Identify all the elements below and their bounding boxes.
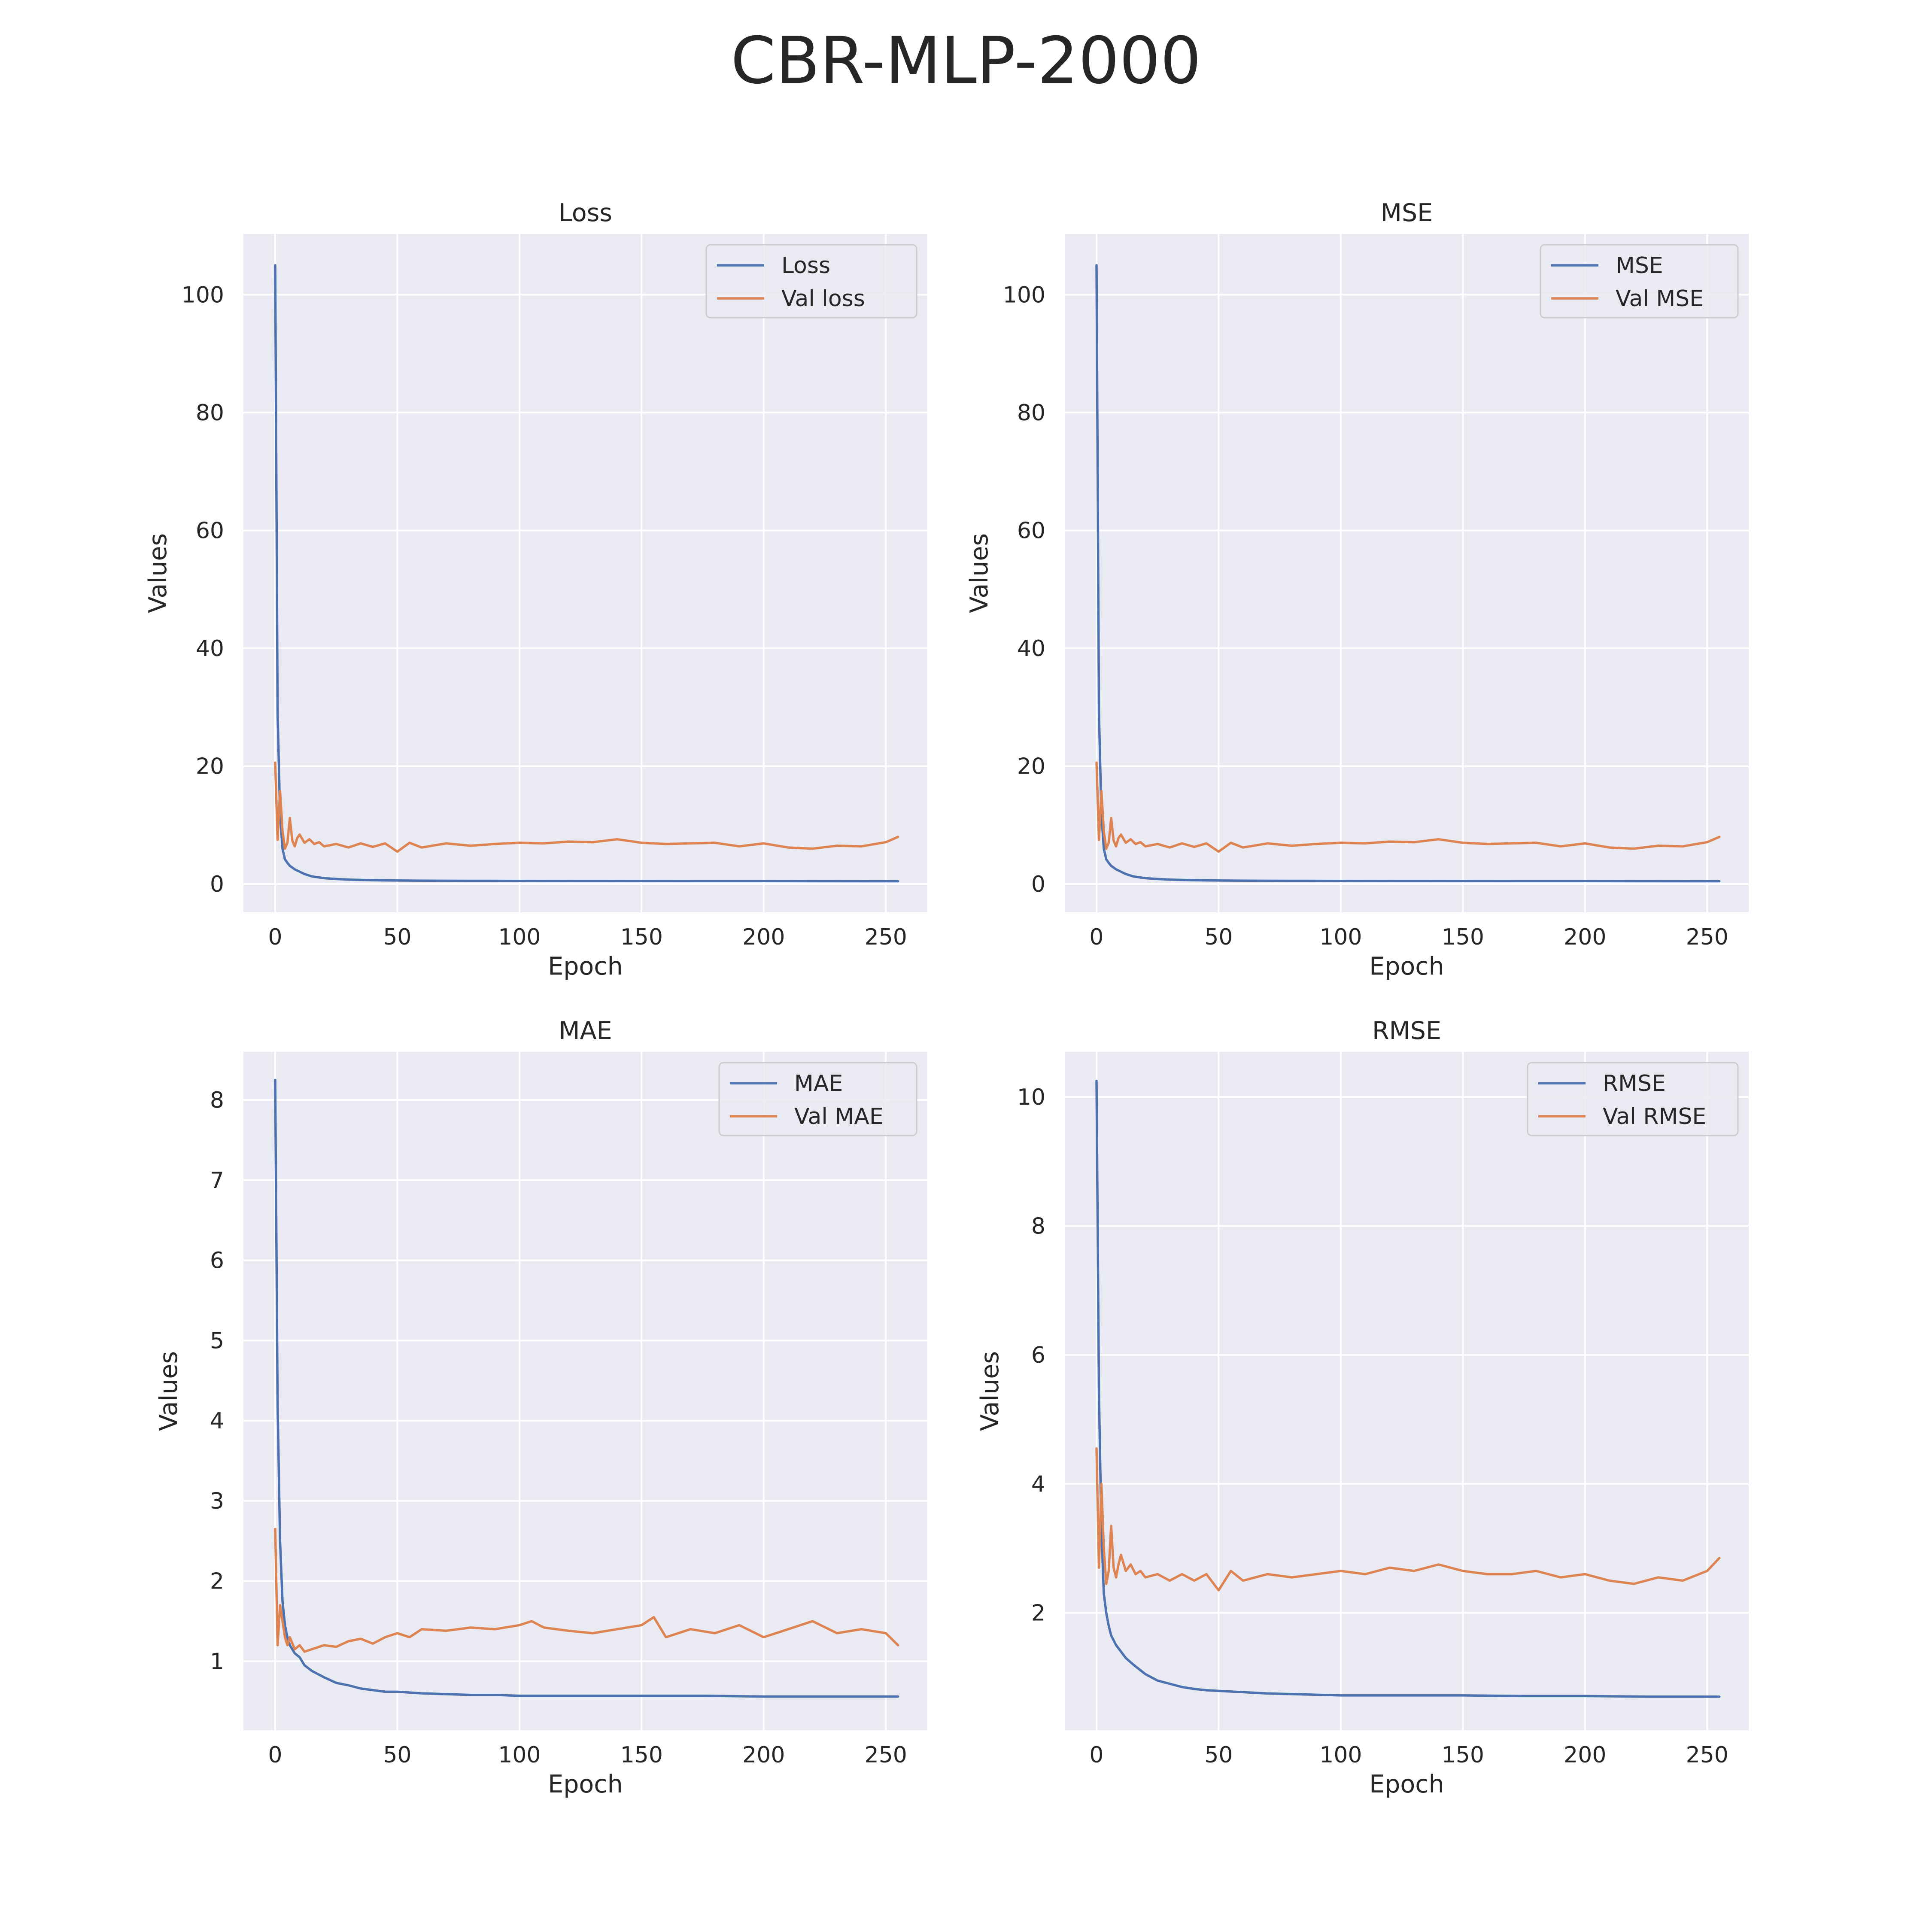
x-tick-label: 150	[620, 1742, 663, 1768]
series-line-val-rmse	[1095, 1447, 1721, 1592]
legend-label: MSE	[1616, 253, 1663, 279]
x-tick-label: 100	[498, 924, 541, 950]
y-axis-label: Values	[144, 533, 172, 613]
legend-label: Val RMSE	[1603, 1104, 1706, 1130]
series-line-mse	[1095, 264, 1721, 883]
x-tick-label: 100	[1319, 924, 1362, 950]
chart-title: MSE	[1381, 199, 1433, 227]
legend: MAE Val MAE	[718, 1062, 917, 1136]
legend: Loss Val loss	[705, 244, 917, 319]
y-tick-label: 0	[1031, 872, 1045, 897]
y-tick-label: 6	[1031, 1343, 1045, 1368]
plot-area	[1065, 1052, 1749, 1730]
legend-label: Val MAE	[794, 1104, 884, 1130]
legend-label: MAE	[794, 1071, 843, 1097]
y-tick-label: 80	[196, 400, 224, 426]
chart-panel-loss: 0 50 100 150 200 250 0 20 40 60 80 100 Loss Epoch Valu…	[144, 199, 927, 981]
x-tick-label: 200	[742, 924, 785, 950]
y-tick-label: 8	[210, 1088, 224, 1113]
x-tick-label: 0	[268, 924, 282, 950]
legend-label: RMSE	[1603, 1071, 1666, 1097]
series-layer	[274, 1078, 899, 1698]
plot-area	[1065, 234, 1749, 912]
x-tick-label: 50	[1204, 924, 1233, 950]
series-line-val-mae	[274, 1528, 899, 1653]
y-tick-label: 4	[1031, 1471, 1045, 1497]
x-tick-label: 200	[742, 1742, 785, 1768]
y-tick-label: 0	[210, 872, 224, 897]
y-tick-label: 8	[1031, 1214, 1045, 1239]
figure-title: CBR-MLP-2000	[731, 24, 1201, 98]
x-tick-label: 250	[1686, 1742, 1728, 1768]
y-tick-label: 100	[182, 282, 224, 308]
plot-area	[243, 1052, 927, 1730]
x-tick-label: 250	[865, 1742, 907, 1768]
chart-panel-rmse: 0 50 100 150 200 250 2 4 6 8 10 RMSE Epoch Values RMSE…	[976, 1017, 1749, 1798]
x-tick-label: 50	[1204, 1742, 1233, 1768]
x-tick-label: 0	[1089, 924, 1103, 950]
y-tick-label: 60	[1017, 518, 1045, 544]
x-axis-label: Epoch	[1369, 1770, 1444, 1798]
x-axis-label: Epoch	[548, 952, 623, 981]
y-axis-label: Values	[965, 533, 993, 613]
y-tick-label: 20	[196, 754, 224, 780]
x-tick-label: 100	[1319, 1742, 1362, 1768]
legend-label: Val MSE	[1616, 286, 1704, 312]
y-tick-label: 40	[1017, 636, 1045, 662]
x-tick-label: 50	[383, 924, 411, 950]
y-tick-label: 4	[210, 1408, 224, 1434]
y-tick-label: 20	[1017, 754, 1045, 780]
y-axis-label: Values	[155, 1351, 183, 1431]
y-tick-label: 6	[210, 1248, 224, 1274]
series-line-mae	[274, 1078, 899, 1698]
legend: RMSE Val RMSE	[1527, 1062, 1739, 1136]
series-line-rmse	[1095, 1079, 1721, 1698]
legend: MSE Val MSE	[1540, 244, 1739, 319]
x-tick-label: 150	[620, 924, 663, 950]
y-tick-label: 100	[1003, 282, 1045, 308]
x-tick-label: 50	[383, 1742, 411, 1768]
y-tick-label: 10	[1017, 1084, 1045, 1110]
y-tick-label: 2	[210, 1569, 224, 1595]
x-axis-label: Epoch	[1369, 952, 1444, 981]
series-line-loss	[274, 264, 899, 883]
chart-title: Loss	[559, 199, 612, 227]
legend-label: Val loss	[781, 286, 865, 312]
x-tick-label: 200	[1564, 924, 1606, 950]
x-axis-label: Epoch	[548, 1770, 623, 1798]
y-tick-label: 80	[1017, 400, 1045, 426]
x-tick-label: 150	[1442, 924, 1484, 950]
series-layer	[274, 264, 899, 883]
y-tick-label: 1	[210, 1649, 224, 1674]
y-tick-label: 5	[210, 1328, 224, 1354]
series-line-val-mse	[1095, 761, 1721, 853]
chart-title: RMSE	[1372, 1017, 1441, 1045]
y-tick-label: 7	[210, 1168, 224, 1194]
y-tick-label: 2	[1031, 1601, 1045, 1626]
chart-panel-mse: 0 50 100 150 200 250 0 20 40 60 80 100 MSE Epoch Value…	[965, 199, 1749, 981]
chart-title: MAE	[559, 1017, 612, 1045]
y-tick-label: 60	[196, 518, 224, 544]
plot-area	[243, 234, 927, 912]
series-layer	[1095, 1079, 1721, 1698]
legend-label: Loss	[781, 253, 830, 279]
series-line-val-loss	[274, 761, 899, 853]
x-tick-label: 150	[1442, 1742, 1484, 1768]
x-tick-label: 0	[268, 1742, 282, 1768]
x-tick-label: 250	[865, 924, 907, 950]
x-tick-label: 200	[1564, 1742, 1606, 1768]
x-tick-label: 0	[1089, 1742, 1103, 1768]
x-tick-label: 250	[1686, 924, 1728, 950]
x-tick-label: 100	[498, 1742, 541, 1768]
y-axis-label: Values	[976, 1351, 1004, 1431]
chart-panel-mae: 0 50 100 150 200 250 1 2 3 4 5 6 7 8 MAE Epoch Values MAE…	[155, 1017, 927, 1798]
y-tick-label: 3	[210, 1488, 224, 1514]
y-tick-label: 40	[196, 636, 224, 662]
series-layer	[1095, 264, 1721, 883]
